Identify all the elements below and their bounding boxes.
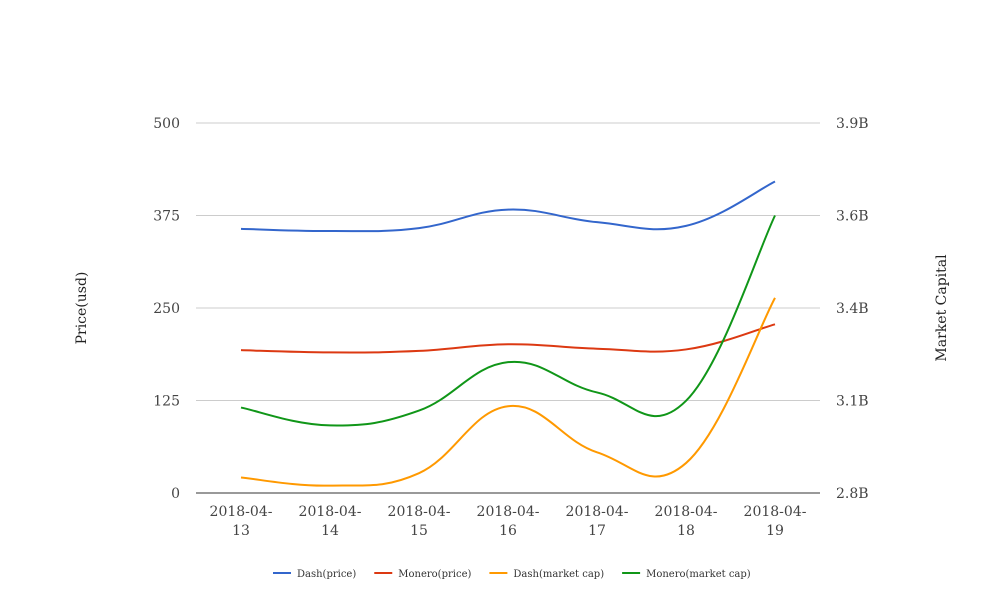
right-axis-ticks: 2.8B 3.1B 3.4B 3.6B 3.9B [836,116,869,502]
left-tick-label: 250 [153,301,180,317]
right-tick-label: 3.6B [836,209,869,225]
right-tick-label: 2.8B [836,486,869,502]
series-line [240,180,776,233]
x-tick-label: 2018-04-15 [388,504,451,539]
legend-item[interactable]: Dash(price) [273,569,356,580]
legend-item[interactable]: Dash(market cap) [489,569,604,580]
x-axis-ticks: 2018-04-13 2018-04-14 2018-04-15 2018-04-16… [210,504,807,539]
series-line [240,215,776,427]
legend-label: Dash(price) [297,569,356,580]
x-tick-label: 2018-04-13 [210,504,273,539]
legend-label: Monero(market cap) [646,569,751,580]
left-tick-label: 375 [153,209,180,225]
left-axis-title: Price(usd) [74,272,90,345]
left-tick-label: 0 [171,486,180,502]
left-axis-ticks: 0 125 250 375 500 [153,116,180,502]
x-tick-label: 2018-04-17 [566,504,629,539]
legend-label: Dash(market cap) [513,569,604,580]
legend-item[interactable]: Monero(price) [374,569,471,580]
legend-label: Monero(price) [398,569,471,580]
legend-item[interactable]: Monero(market cap) [622,569,751,580]
x-tick-label: 2018-04-19 [744,504,807,539]
right-tick-label: 3.1B [836,394,869,410]
left-tick-label: 500 [153,116,180,132]
right-tick-label: 3.9B [836,116,869,132]
x-tick-label: 2018-04-14 [299,504,362,539]
series-lines [240,180,776,487]
left-tick-label: 125 [153,394,180,410]
series-line [240,297,776,487]
gridlines [196,122,820,494]
x-tick-label: 2018-04-16 [477,504,540,539]
x-tick-label: 2018-04-18 [655,504,718,539]
series-line [240,323,776,354]
right-axis-title: Market Capital [934,254,950,362]
right-tick-label: 3.4B [836,301,869,317]
legend: Dash(price) Monero(price) Dash(market cap)… [273,569,751,580]
